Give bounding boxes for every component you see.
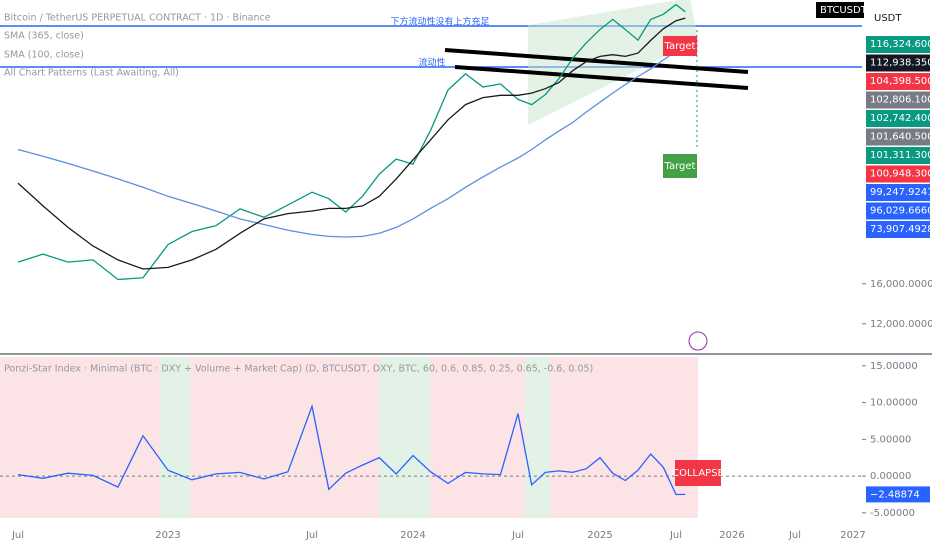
series-line <box>17 3 686 281</box>
annotation: Target <box>664 161 696 172</box>
target-box <box>663 36 697 56</box>
trend-line <box>454 65 749 90</box>
series-line <box>17 43 686 238</box>
price-label: 104,398.50000 <box>870 76 932 87</box>
annotation: Target <box>664 41 696 52</box>
price-label: 101,311.30000 <box>870 150 932 161</box>
price-badge <box>866 221 930 238</box>
x-tick-label: Jul <box>305 530 318 541</box>
collapse-box <box>675 460 721 486</box>
x-tick-label: 2024 <box>400 530 425 541</box>
y-tick-label: 5.00000 <box>870 434 911 445</box>
indicator-background <box>525 357 550 518</box>
price-badge <box>866 128 930 146</box>
price-badge <box>866 91 930 109</box>
price-label: 96,029.66603 <box>870 206 932 217</box>
symbol: BTCUSDT.P <box>820 5 875 16</box>
price-label: 102,806.10000 <box>870 95 932 106</box>
trend-line <box>444 48 749 74</box>
y-tick-label: 0.00000 <box>870 471 911 482</box>
indicator-background <box>380 357 430 518</box>
price-label: 116,324.60000 <box>870 39 932 50</box>
x-tick-label: 2023 <box>155 530 180 541</box>
y-tick-label: 10.00000 <box>870 398 918 409</box>
annotation: 下方流动性没有上方充足 <box>390 16 489 28</box>
target-box <box>663 154 697 178</box>
price-badge <box>866 54 930 72</box>
x-tick-label: Jul <box>511 530 524 541</box>
indicator-background <box>160 357 190 518</box>
chart-title: Bitcoin / TetherUS PERPETUAL CONTRACT · … <box>4 13 271 24</box>
x-tick-label: Jul <box>11 530 24 541</box>
value-label: −2.48874 <box>870 489 920 500</box>
x-tick-label: Jul <box>669 530 682 541</box>
price-badge <box>866 73 930 90</box>
price-label: 99,247.92418 <box>870 187 932 198</box>
x-tick-label: 2027 <box>840 530 865 541</box>
annotation: COLLAPSE <box>672 468 724 479</box>
x-tick-label: 2026 <box>719 530 744 541</box>
price-badge <box>866 202 930 220</box>
x-tick-label: Jul <box>788 530 801 541</box>
price-label: 101,640.50000 <box>870 132 932 143</box>
price-label: 73,907.49289 <box>870 224 932 235</box>
legend-entry: SMA (100, close) <box>4 50 84 61</box>
y-tick-label: -5.00000 <box>870 508 915 519</box>
series-line <box>17 17 686 270</box>
legend-entry: SMA (365, close) <box>4 31 84 42</box>
price-label: 102,742.40000 <box>870 113 932 124</box>
price-label: 100,948.30000 <box>870 169 932 180</box>
price-badge <box>866 110 930 127</box>
symbol-box <box>816 2 864 18</box>
price-label: 112,938.35000 <box>870 58 932 69</box>
y-tick-label: 16,000.00000 <box>870 279 932 290</box>
value-badge <box>866 486 930 503</box>
price-badge <box>866 147 930 164</box>
price-badge <box>866 36 930 53</box>
annotation: 流动性 <box>418 57 445 69</box>
icon[interactable] <box>688 331 708 351</box>
y-tick-label: 12,000.00000 <box>870 319 932 330</box>
price-badge <box>866 165 930 183</box>
series-line <box>17 403 686 496</box>
currency: USDT <box>874 13 902 24</box>
indicator-title: Ponzi-Star Index · Minimal (BTC · DXY + … <box>4 364 593 375</box>
y-tick-label: 15.00000 <box>870 361 918 372</box>
x-tick-label: 2025 <box>587 530 612 541</box>
legend-entry: All Chart Patterns (Last Awaiting, All) <box>4 68 179 79</box>
currency-box <box>864 8 932 34</box>
indicator-background <box>0 357 698 518</box>
price-badge <box>866 184 930 201</box>
